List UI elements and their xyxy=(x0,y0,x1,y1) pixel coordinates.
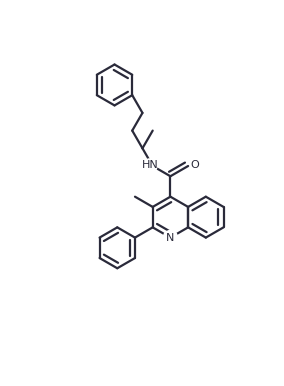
Text: HN: HN xyxy=(141,160,158,170)
Text: N: N xyxy=(166,233,175,242)
Circle shape xyxy=(163,230,178,245)
Text: O: O xyxy=(190,161,199,171)
Circle shape xyxy=(143,159,157,173)
